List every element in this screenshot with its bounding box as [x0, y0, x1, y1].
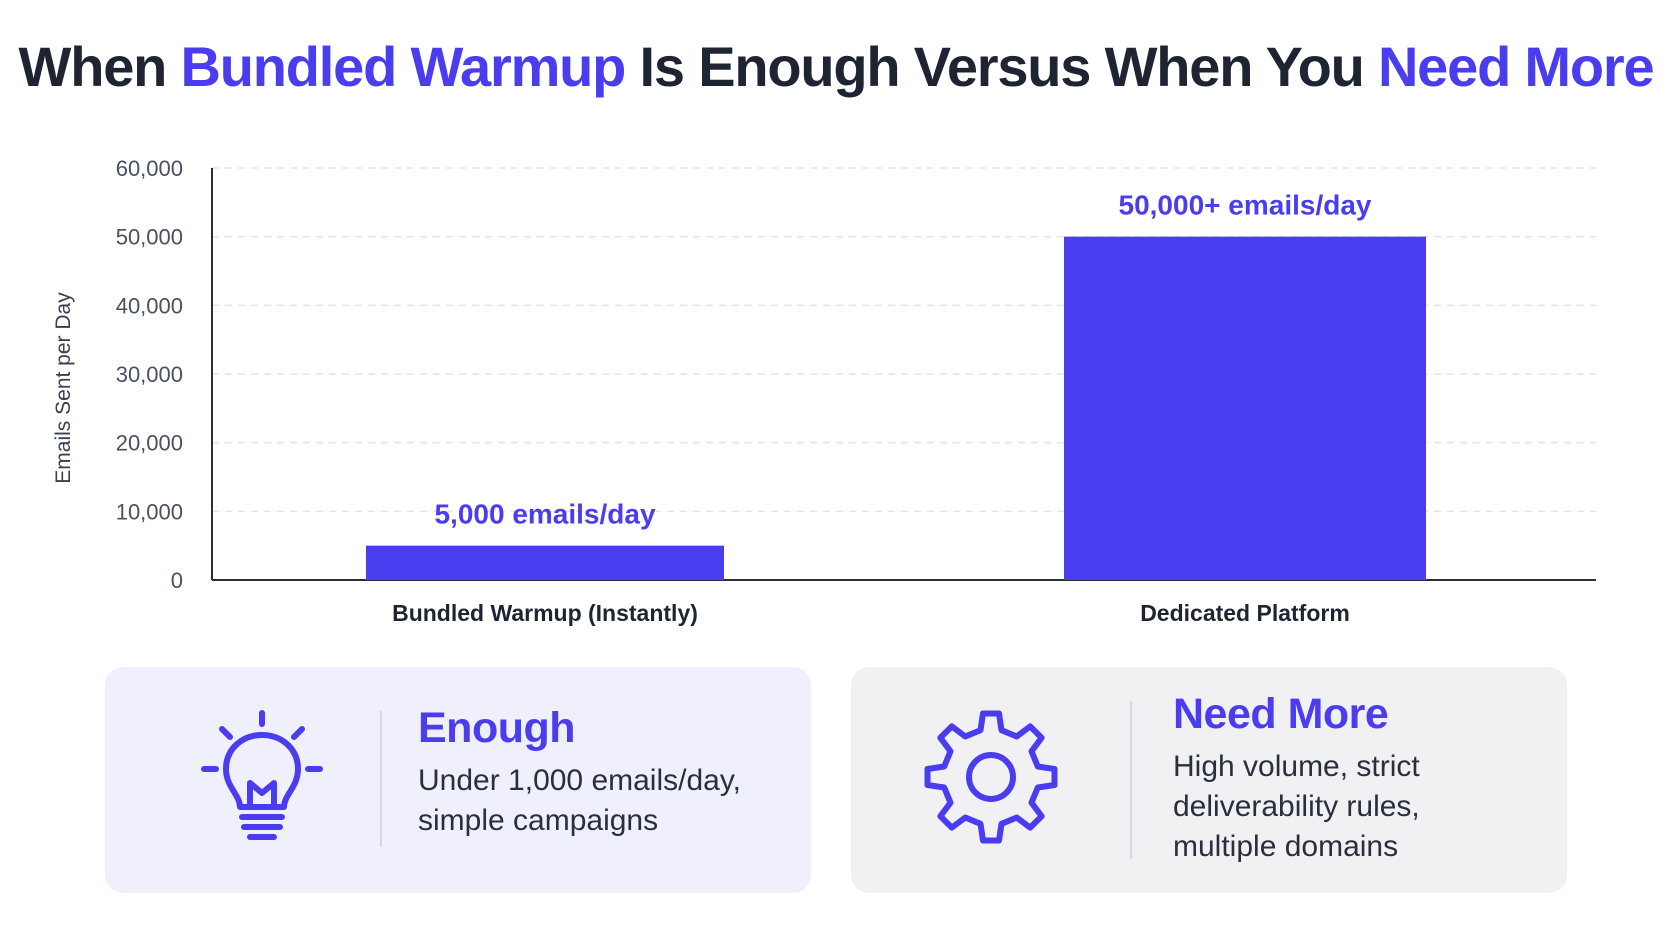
category-label: Bundled Warmup (Instantly) — [392, 600, 698, 626]
bar — [366, 545, 724, 580]
card-divider — [1130, 701, 1132, 859]
y-tick-label: 50,000 — [116, 225, 183, 250]
enough-card: Enough Under 1,000 emails/day, simple ca… — [105, 667, 811, 893]
lightbulb-icon — [192, 707, 332, 847]
gear-outline — [924, 710, 1058, 844]
gear-icon — [921, 707, 1061, 847]
y-tick-label: 30,000 — [116, 362, 183, 387]
title-accent-2: Need More — [1377, 35, 1655, 98]
need-more-description: High volume, strict deliverability rules… — [1173, 750, 1420, 863]
bar-chart: 0 10,000 20,000 30,000 40,000 50,000 60,000 Ema… — [52, 156, 1596, 626]
need-more-heading: Need More — [1173, 690, 1389, 738]
title-accent-1: Bundled Warmup — [180, 35, 627, 98]
data-label: 50,000+ emails/day — [1119, 190, 1372, 221]
y-axis-title: Emails Sent per Day — [52, 292, 75, 484]
y-tick-label: 0 — [171, 568, 183, 593]
need-more-card: Need More High volume, strict deliverabi… — [851, 667, 1567, 893]
category-label: Dedicated Platform — [1140, 600, 1350, 626]
title-part-2: Is Enough Versus When You — [625, 35, 1378, 98]
y-tick-label: 60,000 — [116, 156, 183, 181]
data-label: 5,000 emails/day — [434, 499, 655, 530]
page-title: When Bundled Warmup Is Enough Versus Whe… — [0, 34, 1672, 99]
enough-heading: Enough — [418, 704, 576, 752]
y-tick-label: 10,000 — [116, 499, 183, 524]
bar — [1064, 236, 1426, 580]
title-part-1: When — [18, 35, 181, 98]
y-tick-label: 20,000 — [116, 431, 183, 456]
card-divider — [380, 711, 382, 847]
y-tick-label: 40,000 — [116, 293, 183, 318]
enough-description: Under 1,000 emails/day, simple campaigns — [418, 764, 741, 837]
